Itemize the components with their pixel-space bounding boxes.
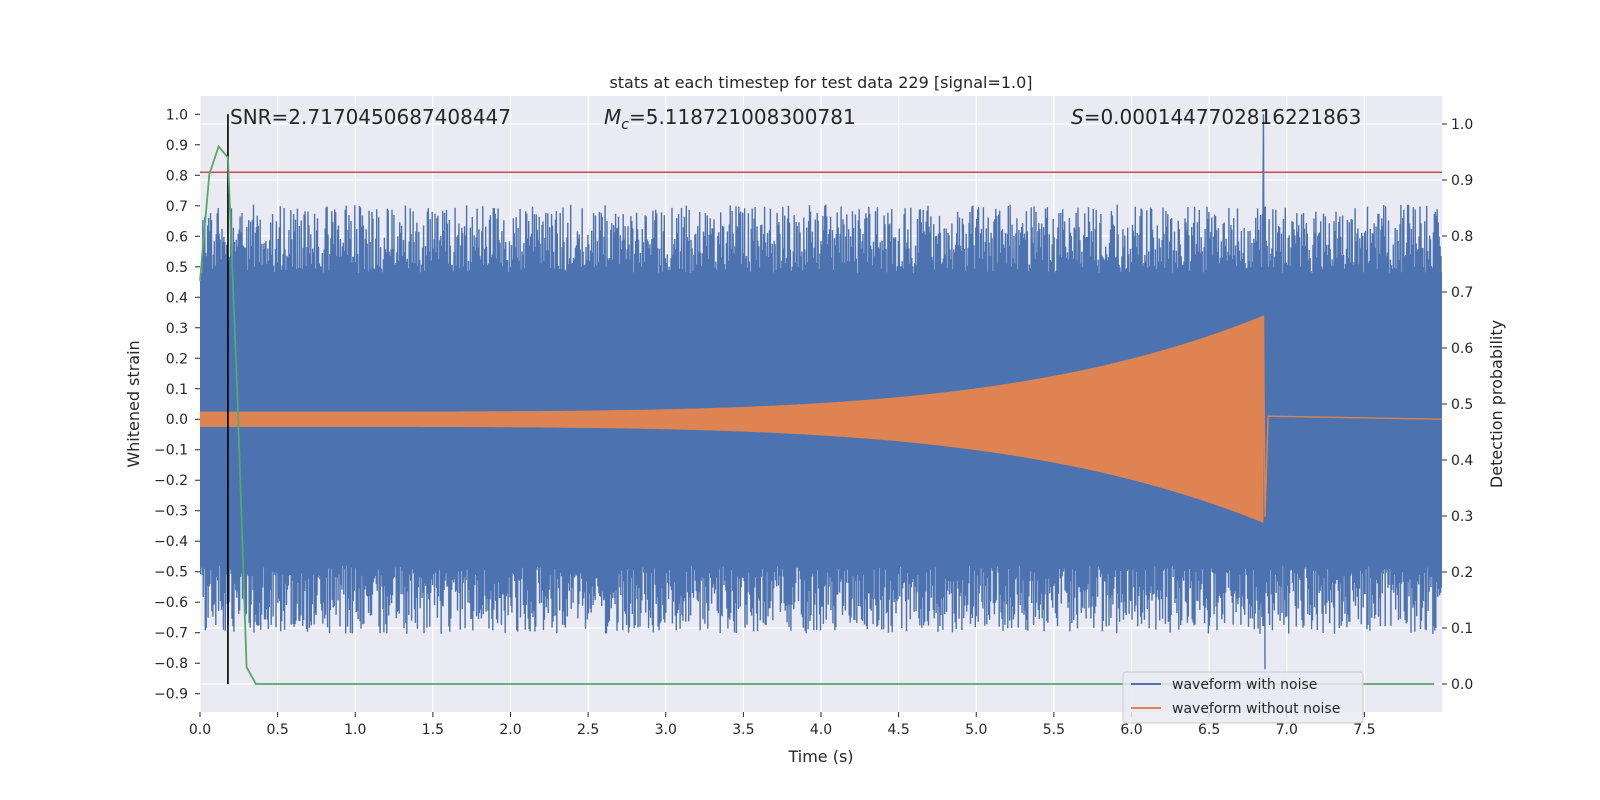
x-tick-label: 4.0 bbox=[810, 722, 832, 738]
x-tick-label: 2.0 bbox=[499, 722, 521, 738]
y-right-tick-label: 0.9 bbox=[1451, 173, 1473, 189]
y-tick-label: 0.3 bbox=[166, 321, 188, 337]
y-tick-label: 0.4 bbox=[166, 290, 188, 306]
y-tick-label: 0.2 bbox=[166, 351, 188, 367]
y-right-tick-label: 1.0 bbox=[1451, 117, 1473, 133]
chirp-mass-subscript: c bbox=[621, 117, 629, 133]
y-tick-label: −0.4 bbox=[154, 534, 188, 550]
x-tick-label: 6.0 bbox=[1120, 722, 1142, 738]
x-tick-label: 4.5 bbox=[887, 722, 909, 738]
x-axis-label: Time (s) bbox=[787, 747, 853, 766]
legend-box bbox=[1122, 671, 1364, 724]
x-tick-label: 0.0 bbox=[189, 722, 211, 738]
y-tick-label: 0.6 bbox=[166, 229, 188, 245]
chirp-mass-symbol: M bbox=[604, 105, 621, 129]
y-tick-label: −0.3 bbox=[154, 504, 188, 520]
s-annotation: S=0.0001447702816221863 bbox=[1071, 105, 1361, 129]
y-right-axis-label: Detection probability bbox=[1487, 320, 1506, 488]
y-right-tick-label: 0.6 bbox=[1451, 341, 1473, 357]
chart-title: stats at each timestep for test data 229… bbox=[609, 73, 1032, 92]
y-right-tick-label: 0.4 bbox=[1451, 453, 1473, 469]
x-tick-label: 1.5 bbox=[422, 722, 444, 738]
y-tick-label: −0.6 bbox=[154, 595, 188, 611]
y-axis-label: Whitened strain bbox=[124, 340, 143, 467]
s-value: =0.0001447702816221863 bbox=[1084, 105, 1362, 129]
chirp-mass-annotation: Mc=5.118721008300781 bbox=[604, 105, 856, 133]
y-right-tick-label: 0.5 bbox=[1451, 397, 1473, 413]
x-tick-label: 6.5 bbox=[1198, 722, 1220, 738]
y-right-ticks: 0.0 0.1 0.2 0.3 0.4 0.5 0.6 0.7 0.8 0.9 1.0 bbox=[1442, 117, 1473, 693]
legend-entry-clean: waveform without noise bbox=[1172, 701, 1340, 717]
x-ticks: 0.0 0.5 1.0 1.5 2.0 2.5 3.0 3.5 4.0 4.5 5.0 5.5 6.0 6… bbox=[189, 712, 1376, 738]
y-right-tick-label: 0.7 bbox=[1451, 285, 1473, 301]
snr-annotation: SNR=2.7170450687408447 bbox=[230, 105, 511, 129]
y-tick-label: 0.7 bbox=[166, 199, 188, 215]
y-right-tick-label: 0.0 bbox=[1451, 677, 1473, 693]
y-tick-label: 0.0 bbox=[166, 412, 188, 428]
s-symbol: S bbox=[1071, 105, 1084, 129]
y-tick-label: −0.1 bbox=[154, 443, 188, 459]
y-right-tick-label: 0.1 bbox=[1451, 621, 1473, 637]
y-right-tick-label: 0.8 bbox=[1451, 229, 1473, 245]
y-tick-label: 0.5 bbox=[166, 260, 188, 276]
series-layer bbox=[200, 114, 1442, 670]
x-tick-label: 7.0 bbox=[1276, 722, 1298, 738]
overlay-layer bbox=[199, 114, 1442, 685]
x-tick-label: 7.5 bbox=[1353, 722, 1375, 738]
y-tick-label: −0.2 bbox=[154, 473, 188, 489]
x-tick-label: 3.0 bbox=[655, 722, 677, 738]
series-waveform-without-noise bbox=[200, 315, 1442, 523]
y-tick-label: −0.9 bbox=[154, 687, 188, 703]
x-tick-label: 5.5 bbox=[1043, 722, 1065, 738]
y-right-tick-label: 0.3 bbox=[1451, 509, 1473, 525]
x-tick-label: 1.0 bbox=[344, 722, 366, 738]
y-tick-label: −0.7 bbox=[154, 626, 188, 642]
y-tick-label: 0.1 bbox=[166, 382, 188, 398]
y-tick-label: 0.9 bbox=[166, 138, 188, 154]
chirp-mass-value: =5.118721008300781 bbox=[629, 105, 856, 129]
legend: waveform with noise waveform without noi… bbox=[1122, 671, 1364, 724]
y-tick-label: 1.0 bbox=[166, 107, 188, 123]
series-detection-probability bbox=[199, 144, 1435, 685]
y-ticks: −0.9 −0.8 −0.7 −0.6 −0.5 −0.4 −0.3 −0.2 −0.1 0.0 0… bbox=[154, 107, 200, 703]
x-tick-label: 0.5 bbox=[266, 722, 288, 738]
y-tick-label: 0.8 bbox=[166, 168, 188, 184]
y-tick-label: −0.5 bbox=[154, 565, 188, 581]
y-right-tick-label: 0.2 bbox=[1451, 565, 1473, 581]
x-tick-label: 3.5 bbox=[732, 722, 754, 738]
x-tick-label: 2.5 bbox=[577, 722, 599, 738]
x-tick-label: 5.0 bbox=[965, 722, 987, 738]
y-tick-label: −0.8 bbox=[154, 656, 188, 672]
legend-entry-noise: waveform with noise bbox=[1172, 677, 1317, 693]
